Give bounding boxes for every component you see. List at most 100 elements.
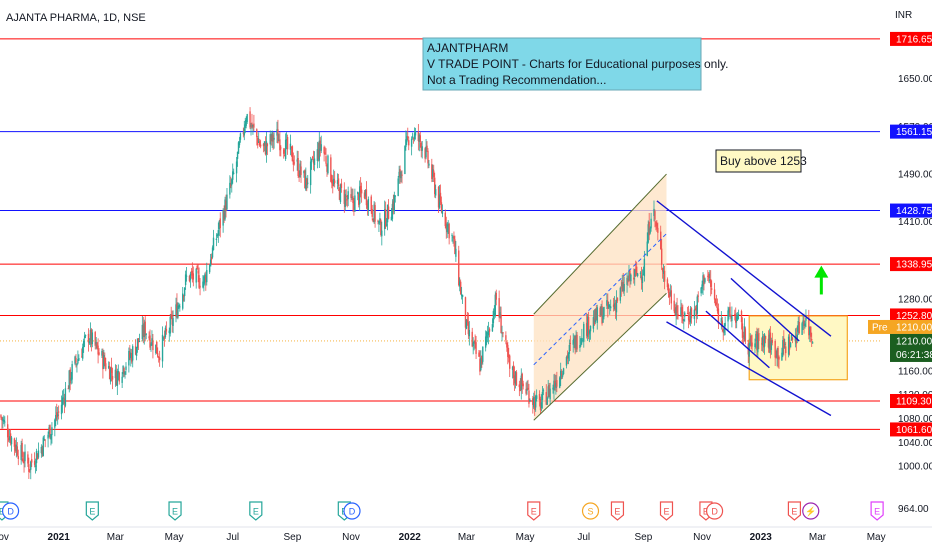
- candle-body: [723, 325, 725, 333]
- candle-body: [656, 223, 658, 229]
- candle-body: [424, 148, 426, 159]
- event-marker-letter: ⚡: [805, 506, 816, 518]
- candle-body: [311, 157, 314, 159]
- candle-body: [535, 395, 538, 399]
- time-tick-label: Mar: [809, 532, 827, 543]
- candle-body: [217, 230, 220, 236]
- candle-body: [653, 208, 655, 217]
- candle-body: [547, 386, 549, 397]
- candle-body: [500, 314, 502, 334]
- candle-body: [608, 304, 610, 308]
- candle-body: [755, 333, 757, 342]
- candle-body: [518, 384, 521, 388]
- rising-channel-lower: [533, 292, 667, 421]
- candle-body: [734, 313, 736, 315]
- candle-body: [81, 356, 83, 358]
- earnings-marker-letter: E: [614, 507, 620, 517]
- candle-body: [728, 308, 730, 313]
- candle-body: [703, 275, 705, 285]
- candle-body: [758, 333, 760, 341]
- candle-body: [210, 256, 213, 260]
- candle-body: [613, 303, 616, 310]
- candle-body: [764, 335, 767, 340]
- candle-body: [354, 195, 356, 212]
- earnings-marker-shape: [249, 501, 263, 521]
- candle-body: [185, 275, 188, 277]
- candle-body: [643, 258, 646, 277]
- candle-body: [50, 434, 52, 440]
- candle-body: [612, 304, 615, 307]
- candle-body: [78, 357, 80, 361]
- price-axis[interactable]: 1000.001040.001080.001120.001160.001280.…: [868, 31, 932, 515]
- candle-body: [303, 170, 305, 174]
- candle-body: [297, 158, 299, 176]
- candle-body: [492, 310, 495, 324]
- time-tick-label: Nov: [693, 532, 711, 543]
- candle-body: [129, 352, 131, 358]
- candle-body: [521, 373, 523, 386]
- candle-body: [433, 170, 435, 178]
- candle-body: [283, 149, 285, 154]
- split-marker: S: [581, 502, 600, 520]
- candle-body: [683, 319, 685, 321]
- candle-body: [771, 339, 773, 343]
- annotation-line-1: AJANTPHARM: [427, 41, 508, 55]
- time-axis[interactable]: Nov 2021 Mar May Jul Sep Nov 2022 Mar May Jul Sep No…: [0, 532, 886, 543]
- candle-body: [24, 451, 26, 462]
- candle-body: [273, 137, 275, 140]
- candle-body: [1, 417, 3, 421]
- candle-body: [337, 178, 340, 187]
- candle-body: [688, 319, 691, 322]
- candle-body: [471, 331, 473, 347]
- candle-body: [237, 142, 240, 154]
- candle-body: [581, 337, 583, 339]
- candle-body: [782, 340, 784, 355]
- earnings-marker-shape: [870, 501, 884, 521]
- candle-body: [408, 140, 410, 146]
- candle-body: [77, 359, 79, 364]
- candle-body: [162, 337, 165, 339]
- candle-body: [300, 166, 302, 176]
- candle-body: [552, 387, 554, 390]
- candle-body: [707, 275, 709, 277]
- candle-body: [628, 270, 630, 281]
- candle-body: [41, 447, 44, 455]
- annotation-note[interactable]: AJANTPHARM V TRADE POINT - Charts for Ed…: [422, 37, 728, 91]
- candle-body: [373, 204, 375, 222]
- candle-body: [646, 241, 648, 256]
- candle-body: [761, 343, 763, 345]
- candle-body: [596, 307, 598, 323]
- candle-body: [414, 131, 417, 136]
- candle-body: [401, 174, 403, 176]
- candle-body: [727, 310, 729, 322]
- candle-body: [285, 139, 288, 141]
- candle-body: [451, 234, 453, 236]
- candle-body: [574, 336, 576, 350]
- candle-body: [763, 334, 766, 347]
- candle-body: [305, 176, 307, 190]
- candle-body: [90, 329, 93, 345]
- earnings-marker: E: [85, 501, 99, 521]
- candle-body: [588, 330, 591, 334]
- candle-body: [541, 391, 544, 400]
- candle-body: [716, 307, 719, 312]
- candle-body: [325, 156, 327, 164]
- candle-body: [742, 335, 745, 338]
- candle-body: [263, 141, 266, 146]
- level-tag-1061.60: 1061.60: [896, 425, 932, 436]
- level-tag-1109.30-bg: [890, 393, 932, 408]
- buy-note[interactable]: Buy above 1253: [715, 149, 807, 173]
- candle-body: [647, 224, 649, 243]
- candle-body: [566, 355, 569, 359]
- candle-body: [184, 274, 187, 286]
- earnings-marker: E: [249, 501, 263, 521]
- candle-body: [810, 326, 812, 337]
- candle-body: [627, 279, 629, 283]
- candle-body: [353, 201, 355, 210]
- candle-body: [6, 424, 9, 438]
- candle-body: [89, 329, 92, 341]
- level-tag-1252.80: 1252.80: [896, 311, 932, 322]
- candle-body: [549, 388, 551, 400]
- candle-body: [626, 277, 628, 285]
